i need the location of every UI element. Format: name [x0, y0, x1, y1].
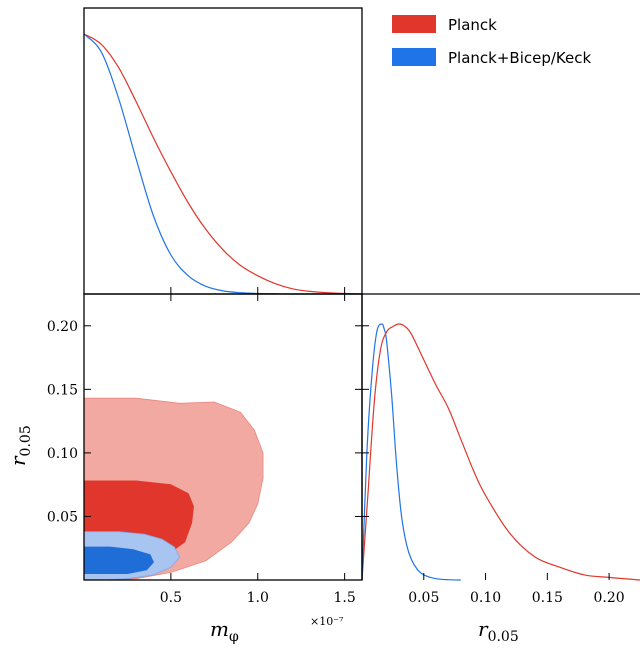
- m-marginal-frame: [83, 7, 363, 295]
- joint-contours: [84, 397, 264, 580]
- m-tick-label: 0.5: [160, 590, 182, 606]
- x-axis-label-r: r0.05: [478, 617, 519, 645]
- legend-label-planck: Planck: [448, 16, 497, 34]
- m-tick-label: 1.0: [247, 590, 269, 606]
- r-marginal-line-planck: [361, 323, 640, 581]
- m-marginal-line-bicep-keck: [83, 33, 362, 295]
- contour-bicep-keck-68: [84, 546, 154, 575]
- legend-label-bicep-keck: Planck+Bicep/Keck: [448, 49, 591, 67]
- m-tick-label: 1.5: [333, 590, 355, 606]
- r-tick-label-bottom: 0.15: [532, 590, 563, 606]
- axis-ticks: 0.5 1.0 1.5 0.05 0.05 0.10 0.10 0.15 0.15 0.20 0.2…: [47, 287, 625, 606]
- x-axis-label-m: mφ: [210, 617, 239, 645]
- legend-swatch-planck: [392, 15, 436, 33]
- r-tick-label-left: 0.15: [47, 382, 78, 398]
- legend-swatch-bicep-keck: [392, 48, 436, 66]
- m-axis-exponent: ×10⁻⁷: [310, 615, 344, 628]
- r-tick-label-bottom: 0.05: [408, 590, 439, 606]
- m-marginal-line-planck: [83, 33, 363, 295]
- r-marginal-panel: [361, 323, 640, 581]
- r-tick-label-bottom: 0.10: [470, 590, 501, 606]
- r-tick-label-left: 0.10: [47, 446, 78, 462]
- joint-posterior-panel: [84, 397, 264, 580]
- legend: Planck Planck+Bicep/Keck: [392, 15, 591, 67]
- r-marginal-line-bicep-keck: [361, 323, 461, 581]
- r-tick-label-left: 0.05: [47, 509, 78, 525]
- y-axis-label-r: r0.05: [6, 425, 34, 466]
- panel-frames: [83, 7, 640, 581]
- r-tick-label-left: 0.20: [47, 319, 78, 335]
- m-marginal-panel: [83, 33, 363, 295]
- r-tick-label-bottom: 0.20: [594, 590, 625, 606]
